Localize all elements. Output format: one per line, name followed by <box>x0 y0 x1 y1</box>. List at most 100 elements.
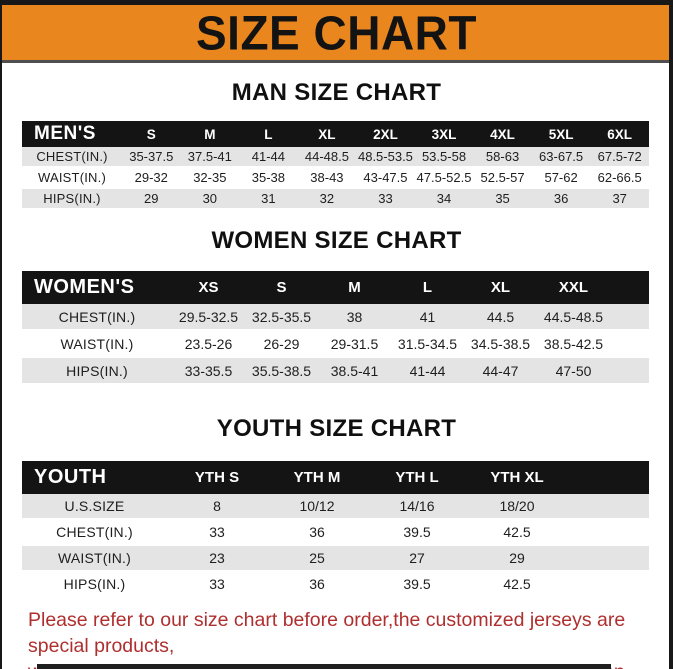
man-header-row: MEN'S S M L XL 2XL 3XL 4XL 5XL 6XL <box>22 121 649 147</box>
table-cell: 32.5-35.5 <box>245 304 318 331</box>
table-cell: 32 <box>297 188 357 210</box>
row-label: CHEST(IN.) <box>22 304 172 331</box>
table-cell: 57-62 <box>531 167 591 189</box>
table-cell: 29-31.5 <box>318 330 391 358</box>
table-cell: 53.5-58 <box>414 147 474 168</box>
spacer-cell <box>567 461 649 494</box>
youth-size-table: YOUTH YTH S YTH M YTH L YTH XL U.S.SIZE … <box>22 461 649 598</box>
row-label: HIPS(IN.) <box>22 357 172 385</box>
table-cell: 14/16 <box>367 494 467 520</box>
top-border <box>0 0 673 5</box>
order-policy-line-1: Please refer to our size chart before or… <box>28 609 626 657</box>
youth-size-header: YTH L <box>395 469 439 486</box>
man-size-header: M <box>204 126 216 142</box>
man-size-header: L <box>264 126 273 142</box>
youth-chest-row: CHEST(IN.) 33 36 39.5 42.5 <box>22 519 649 546</box>
women-chest-row: CHEST(IN.) 29.5-32.5 32.5-35.5 38 41 44.… <box>22 304 649 331</box>
women-header-row: WOMEN'S XS S M L XL XXL <box>22 271 649 304</box>
spacer-cell <box>610 304 649 331</box>
table-cell: 8 <box>167 494 267 520</box>
spacer-cell <box>567 494 649 520</box>
table-cell: 38 <box>318 304 391 331</box>
spacer-cell <box>567 545 649 572</box>
table-cell: 29.5-32.5 <box>172 304 245 331</box>
women-size-header: M <box>348 279 361 296</box>
man-chest-row: CHEST(IN.) 35-37.5 37.5-41 41-44 44-48.5… <box>22 147 649 168</box>
row-label: WAIST(IN.) <box>22 330 172 358</box>
table-cell: 52.5-57 <box>473 167 532 189</box>
table-cell: 35 <box>473 188 532 210</box>
table-cell: 37 <box>590 188 649 210</box>
table-cell: 25 <box>267 545 367 572</box>
man-table-corner-label: MEN'S <box>34 123 96 144</box>
youth-hips-row: HIPS(IN.) 33 36 39.5 42.5 <box>22 571 649 598</box>
table-cell: 38.5-41 <box>318 357 391 385</box>
right-border <box>669 0 673 669</box>
bottom-black-bar <box>37 664 611 669</box>
women-size-header: L <box>422 279 433 296</box>
table-cell: 36 <box>531 188 591 210</box>
table-cell: 35-38 <box>239 167 298 189</box>
youth-ussize-row: U.S.SIZE 8 10/12 14/16 18/20 <box>22 494 649 520</box>
women-size-header: XS <box>198 279 219 296</box>
spacer-cell <box>610 357 649 385</box>
women-size-header: XXL <box>558 279 589 296</box>
women-size-table: WOMEN'S XS S M L XL XXL CHEST(IN.) 29.5-… <box>22 271 649 385</box>
table-cell: 41-44 <box>239 147 298 168</box>
table-cell: 23 <box>167 545 267 572</box>
man-hips-row: HIPS(IN.) 29 30 31 32 33 34 35 36 37 <box>22 188 649 210</box>
youth-header-row: YOUTH YTH S YTH M YTH L YTH XL <box>22 461 649 494</box>
table-cell: 29 <box>467 545 567 572</box>
table-cell: 18/20 <box>467 494 567 520</box>
table-cell: 10/12 <box>267 494 367 520</box>
table-cell: 44.5 <box>464 304 537 331</box>
table-cell: 35-37.5 <box>122 147 181 168</box>
spacer-cell <box>567 519 649 546</box>
row-label: CHEST(IN.) <box>22 519 167 546</box>
table-cell: 39.5 <box>367 519 467 546</box>
spacer-cell <box>610 271 649 304</box>
table-cell: 38.5-42.5 <box>537 330 610 358</box>
man-size-header: 4XL <box>490 126 515 142</box>
table-cell: 43-47.5 <box>356 167 415 189</box>
table-cell: 33-35.5 <box>172 357 245 385</box>
women-size-header: XL <box>490 279 511 296</box>
man-size-header: 5XL <box>548 126 574 142</box>
table-cell: 42.5 <box>467 571 567 598</box>
table-cell: 38-43 <box>297 167 357 189</box>
table-cell: 30 <box>180 188 240 210</box>
row-label: WAIST(IN.) <box>22 167 122 189</box>
table-cell: 58-63 <box>473 147 532 168</box>
man-size-header: 6XL <box>607 126 633 142</box>
table-cell: 35.5-38.5 <box>245 357 318 385</box>
table-cell: 31.5-34.5 <box>391 330 464 358</box>
table-cell: 44-48.5 <box>297 147 357 168</box>
row-label: HIPS(IN.) <box>22 571 167 598</box>
youth-waist-row: WAIST(IN.) 23 25 27 29 <box>22 545 649 572</box>
women-hips-row: HIPS(IN.) 33-35.5 35.5-38.5 38.5-41 41-4… <box>22 357 649 385</box>
man-size-header: 2XL <box>373 126 398 142</box>
row-label: WAIST(IN.) <box>22 545 167 572</box>
table-cell: 26-29 <box>245 330 318 358</box>
table-cell: 44.5-48.5 <box>537 304 610 331</box>
women-section-heading: WOMEN SIZE CHART <box>211 227 462 254</box>
table-cell: 41 <box>391 304 464 331</box>
women-waist-row: WAIST(IN.) 23.5-26 26-29 29-31.5 31.5-34… <box>22 330 649 358</box>
table-cell: 36 <box>267 571 367 598</box>
man-size-table: MEN'S S M L XL 2XL 3XL 4XL 5XL 6XL CHEST… <box>22 121 649 210</box>
table-cell: 36 <box>267 519 367 546</box>
title-banner: SIZE CHART <box>0 5 673 63</box>
table-cell: 47.5-52.5 <box>414 167 474 189</box>
table-cell: 27 <box>367 545 467 572</box>
row-label: HIPS(IN.) <box>22 188 122 210</box>
table-cell: 63-67.5 <box>531 147 591 168</box>
women-table-corner-label: WOMEN'S <box>34 276 135 298</box>
page-title: SIZE CHART <box>196 5 477 60</box>
table-cell: 31 <box>239 188 298 210</box>
man-section-heading: MAN SIZE CHART <box>231 79 442 106</box>
left-border <box>0 0 2 669</box>
table-cell: 34 <box>414 188 474 210</box>
youth-size-header: YTH XL <box>490 469 544 486</box>
table-cell: 29 <box>122 188 181 210</box>
